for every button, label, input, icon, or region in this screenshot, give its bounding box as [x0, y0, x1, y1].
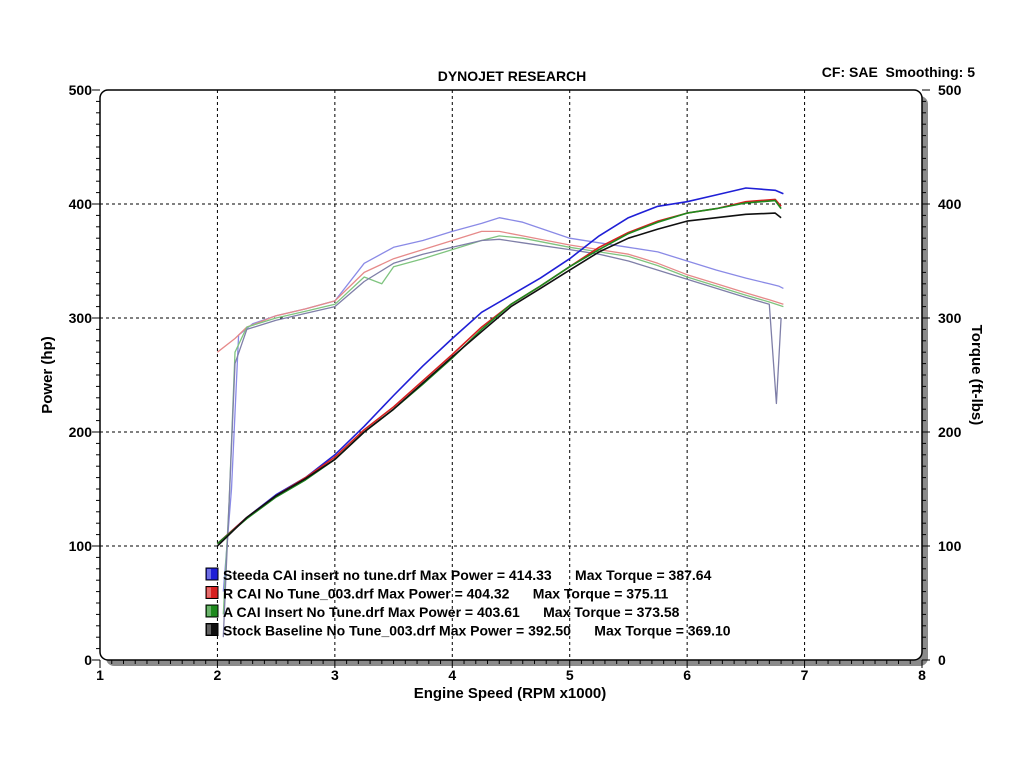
y-tick-label-left: 300 [69, 310, 93, 326]
legend-swatch-highlight [207, 624, 211, 635]
y-tick-label-right: 100 [938, 538, 962, 554]
y-axis-label-left: Power (hp) [39, 336, 56, 414]
y-axis-label-right: Torque (ft-lbs) [968, 325, 985, 426]
y-tick-label-right: 400 [938, 196, 962, 212]
legend-entry: R CAI No Tune_003.drf Max Power = 404.32… [223, 586, 669, 602]
x-tick-label: 5 [566, 667, 574, 683]
legend: Steeda CAI insert no tune.drf Max Power … [205, 567, 731, 639]
torque-line [222, 238, 782, 638]
y-tick-label-left: 100 [69, 538, 93, 554]
y-tick-label-left: 500 [69, 82, 93, 98]
chart-title: DYNOJET RESEARCH [438, 68, 587, 84]
legend-swatch-highlight [207, 569, 211, 579]
legend-swatch [205, 604, 219, 618]
y-tick-label-right: 500 [938, 82, 962, 98]
y-tick-label-left: 0 [84, 652, 92, 668]
legend-entry: Stock Baseline No Tune_003.drf Max Power… [223, 623, 731, 639]
y-tick-label-right: 300 [938, 310, 962, 326]
x-tick-label: 2 [214, 667, 222, 683]
legend-entry: Steeda CAI insert no tune.drf Max Power … [223, 567, 712, 583]
y-tick-label-right: 200 [938, 424, 962, 440]
x-tick-label: 3 [331, 667, 339, 683]
torque-line [222, 235, 784, 615]
x-tick-label: 6 [683, 667, 691, 683]
legend-swatch [205, 623, 219, 636]
x-tick-label: 4 [448, 667, 456, 683]
series-lines [216, 187, 784, 638]
x-tick-label: 8 [918, 667, 926, 683]
y-tick-label-left: 400 [69, 196, 93, 212]
y-tick-label-right: 0 [938, 652, 946, 668]
legend-entry: A CAI Insert No Tune.drf Max Power = 403… [223, 604, 680, 620]
x-axis-label: Engine Speed (RPM x1000) [414, 685, 607, 702]
legend-swatch-highlight [207, 587, 211, 598]
plot-frame [99, 89, 928, 666]
x-tick-label: 1 [96, 667, 104, 683]
torque-line [217, 230, 784, 353]
y-tick-label-left: 200 [69, 424, 93, 440]
legend-swatch [205, 567, 219, 581]
legend-swatch [205, 586, 219, 599]
x-tick-label: 7 [801, 667, 809, 683]
corner-note: CF: SAE Smoothing: 5 [822, 64, 975, 80]
legend-swatch-highlight [207, 606, 211, 616]
grid-lines [100, 90, 922, 660]
power-line [216, 212, 782, 547]
